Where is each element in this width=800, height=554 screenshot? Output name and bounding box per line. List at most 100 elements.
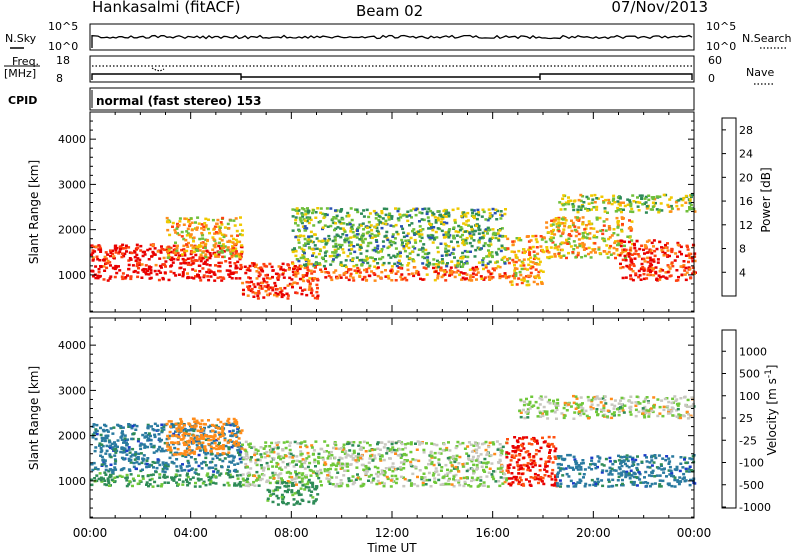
data-cell	[218, 269, 222, 273]
data-cell	[444, 250, 448, 253]
data-cell	[381, 263, 385, 267]
data-cell	[97, 248, 101, 251]
data-cell	[427, 219, 431, 223]
data-cell	[93, 477, 97, 480]
data-cell	[581, 205, 585, 208]
data-cell	[613, 201, 617, 204]
data-cell	[234, 432, 238, 436]
data-cell	[370, 236, 374, 240]
data-cell	[361, 261, 365, 264]
data-cell	[284, 466, 288, 469]
data-cell	[561, 203, 565, 207]
data-cell	[146, 248, 150, 252]
data-cell	[476, 476, 480, 480]
data-cell	[662, 193, 666, 197]
data-cell	[206, 227, 210, 231]
data-cell	[198, 249, 202, 252]
data-cell	[265, 276, 269, 280]
data-cell	[339, 227, 343, 230]
data-cell	[528, 452, 532, 456]
data-cell	[475, 278, 478, 281]
data-cell	[428, 261, 431, 265]
data-cell	[278, 486, 282, 489]
data-cell	[291, 285, 294, 289]
data-cell	[162, 425, 166, 429]
data-cell	[605, 244, 609, 247]
data-cell	[654, 201, 657, 205]
data-cell	[215, 426, 219, 429]
data-cell	[471, 275, 475, 279]
data-cell	[302, 244, 306, 247]
data-cell	[401, 277, 405, 281]
data-cell	[553, 219, 557, 222]
data-cell	[212, 437, 216, 440]
data-cell	[477, 446, 481, 449]
data-cell	[325, 207, 329, 210]
data-cell	[185, 249, 189, 253]
data-cell	[208, 271, 212, 274]
data-cell	[394, 272, 398, 275]
data-cell	[226, 468, 230, 472]
data-cell	[676, 241, 680, 245]
data-cell	[191, 268, 195, 271]
data-cell	[652, 196, 656, 199]
data-cell	[616, 233, 620, 237]
data-cell	[218, 228, 222, 231]
data-cell	[480, 442, 484, 446]
data-cell	[185, 480, 189, 484]
data-cell	[353, 269, 357, 272]
data-cell	[224, 234, 228, 237]
data-cell	[294, 250, 298, 253]
data-cell	[419, 277, 422, 281]
data-cell	[532, 437, 536, 440]
data-cell	[208, 461, 212, 464]
data-cell	[127, 446, 131, 449]
data-cell	[197, 453, 201, 457]
data-cell	[186, 472, 189, 475]
data-cell	[452, 485, 456, 488]
data-cell	[679, 397, 683, 400]
data-cell	[490, 473, 494, 476]
data-cell	[215, 424, 218, 427]
data-cell	[221, 255, 225, 259]
data-cell	[264, 441, 268, 444]
data-cell	[113, 247, 117, 250]
data-cell	[294, 275, 298, 278]
data-cell	[538, 410, 542, 413]
data-cell	[483, 276, 487, 279]
data-cell	[658, 240, 662, 244]
data-cell	[630, 220, 634, 223]
data-cell	[187, 432, 191, 436]
data-cell	[360, 212, 363, 215]
data-cell	[129, 275, 133, 278]
data-cell	[628, 263, 632, 267]
data-cell	[108, 277, 112, 280]
data-cell	[104, 473, 108, 476]
data-cell	[215, 444, 219, 448]
data-cell	[279, 287, 283, 290]
data-cell	[223, 437, 227, 440]
cpid-value: normal (fast stereo) 153	[96, 94, 262, 108]
data-cell	[118, 474, 122, 478]
data-cell	[638, 247, 642, 251]
data-cell	[222, 447, 226, 450]
data-cell	[543, 468, 547, 471]
data-cell	[440, 258, 444, 261]
data-cell	[217, 447, 221, 451]
data-cell	[401, 214, 405, 217]
data-cell	[432, 258, 436, 261]
data-cell	[271, 448, 275, 451]
data-cell	[480, 215, 484, 218]
data-cell	[263, 452, 267, 455]
data-cell	[531, 245, 535, 249]
cpid-label: CPID	[8, 94, 37, 107]
data-cell	[113, 267, 117, 271]
data-cell	[378, 250, 382, 253]
data-cell	[146, 426, 150, 430]
data-cell	[684, 201, 688, 204]
data-cell	[684, 194, 688, 198]
data-cell	[421, 247, 425, 250]
data-cell	[595, 197, 599, 200]
data-cell	[461, 241, 465, 245]
data-cell	[398, 454, 402, 457]
